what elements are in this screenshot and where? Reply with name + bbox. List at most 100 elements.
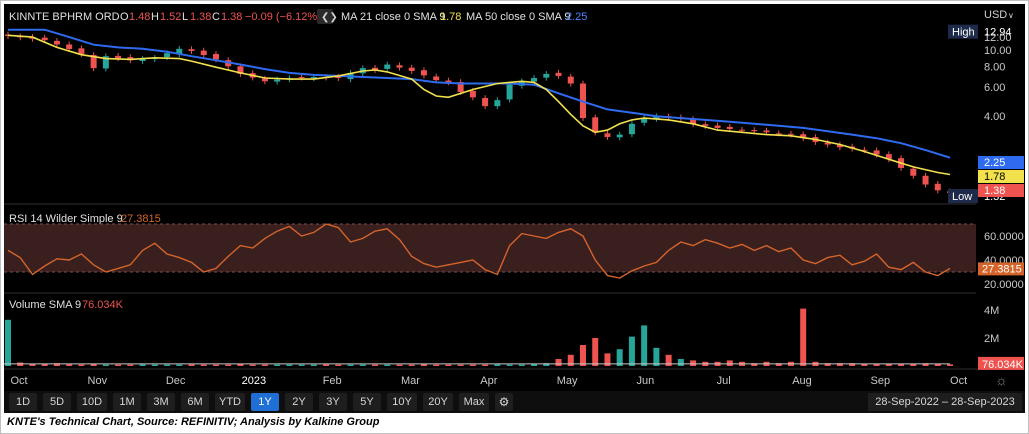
x-tick-label: 2023: [242, 375, 266, 387]
ma21-line: [7, 34, 951, 176]
candle-body: [824, 142, 831, 145]
volume-bar: [127, 364, 134, 366]
volume-bar: [78, 364, 85, 366]
candle-body: [372, 67, 379, 70]
ohlc-open-value: 1.48: [129, 11, 150, 23]
x-tick-label: Sep: [871, 375, 891, 387]
volume-bar: [5, 319, 11, 366]
currency-label: USD: [984, 9, 1007, 21]
range-button-1m[interactable]: 1M: [113, 393, 141, 411]
ohlc-low-value: 1.38: [190, 11, 211, 23]
last-value-tag: [978, 156, 1024, 169]
volume-bar: [212, 364, 219, 366]
candle-body: [800, 134, 807, 139]
range-button-ytd[interactable]: YTD: [215, 393, 245, 411]
candle-body: [212, 54, 219, 60]
x-tick-label: Jul: [717, 375, 731, 387]
rsi-band: [4, 224, 976, 272]
candle-body: [836, 144, 843, 148]
currency-dropdown-icon[interactable]: ∨: [1008, 11, 1014, 20]
volume-bar: [555, 359, 562, 366]
candle-body: [274, 79, 281, 82]
date-range-display[interactable]: 28-Sep-2022 – 28-Sep-2023: [868, 393, 1022, 411]
volume-y-tick-label: 4M: [984, 305, 999, 317]
candle-body: [445, 80, 452, 83]
volume-bar: [237, 363, 244, 366]
x-tick-label: Mar: [401, 375, 420, 387]
volume-bar: [726, 360, 733, 366]
ma21-label: MA 21 close 0 SMA 9: [341, 11, 446, 23]
volume-bar: [641, 325, 648, 366]
last-value-tag: [978, 184, 1024, 197]
range-button-1d[interactable]: 1D: [9, 393, 37, 411]
collapse-icon: ❮❯: [321, 12, 338, 23]
volume-bar: [139, 364, 146, 366]
volume-bar: [249, 364, 256, 366]
range-button-2y[interactable]: 2Y: [285, 393, 313, 411]
ohlc-change: −0.09 (−6.12%): [245, 11, 321, 23]
x-tick-label: Nov: [88, 375, 108, 387]
range-button-20y[interactable]: 20Y: [423, 393, 453, 411]
volume-bar: [677, 359, 684, 366]
range-button-10y[interactable]: 10Y: [387, 393, 417, 411]
volume-bar: [616, 349, 623, 366]
candle-body: [922, 175, 929, 185]
candle-body: [78, 48, 85, 54]
gear-icon[interactable]: ⚙: [495, 393, 513, 411]
range-button-5y[interactable]: 5Y: [353, 393, 381, 411]
range-button-5d[interactable]: 5D: [43, 393, 71, 411]
ohlc-low-label: L: [182, 11, 188, 23]
candle-body: [726, 126, 733, 129]
candle-body: [763, 130, 770, 133]
candle-body: [910, 168, 917, 176]
x-tick-label: May: [557, 375, 578, 387]
range-button-10d[interactable]: 10D: [77, 393, 107, 411]
volume-bar: [90, 363, 97, 366]
rsi-y-tick-label: 20.0000: [984, 279, 1024, 291]
range-button-1y[interactable]: 1Y: [251, 393, 279, 411]
candle-body: [102, 56, 109, 69]
volume-bar: [873, 363, 880, 366]
sun-icon[interactable]: ☼: [995, 372, 1008, 388]
volume-bar: [396, 364, 403, 366]
volume-bar: [543, 363, 550, 366]
high-marker-label: High: [952, 27, 975, 39]
volume-bar: [384, 364, 391, 366]
ohlc-high-label: H: [151, 11, 159, 23]
volume-bar: [934, 363, 941, 366]
volume-bar: [885, 363, 892, 366]
candle-body: [494, 100, 501, 107]
range-button-6m[interactable]: 6M: [181, 393, 209, 411]
volume-bar: [836, 363, 843, 366]
candle-body: [469, 90, 476, 98]
volume-bar: [531, 363, 538, 366]
collapse-button[interactable]: ❮❯: [317, 9, 338, 24]
candle-body: [861, 149, 868, 151]
candle-body: [408, 67, 415, 71]
low-marker-label: Low: [952, 191, 972, 203]
candle-body: [396, 65, 403, 68]
volume-bar: [604, 353, 611, 366]
volume-bar: [665, 354, 672, 366]
range-button-3m[interactable]: 3M: [147, 393, 175, 411]
volume-bar: [323, 364, 330, 366]
volume-bar: [800, 308, 807, 366]
rsi-last-tag-label: 27.3815: [982, 263, 1022, 275]
ma50-value: 2.25: [566, 11, 587, 23]
volume-bar: [592, 338, 599, 366]
volume-bar: [482, 364, 489, 366]
range-button-max[interactable]: Max: [459, 393, 489, 411]
candle-body: [200, 50, 207, 56]
volume-bar: [922, 363, 929, 366]
volume-bar: [274, 364, 281, 366]
chart-area[interactable]: KINNTE BPHRM ORD O 1.48 H 1.52 L 1.38 C …: [4, 4, 1025, 391]
last-value-tag-label: 2.25: [984, 157, 1005, 169]
candle-body: [457, 82, 464, 92]
candle-body: [5, 34, 11, 36]
volume-bar: [102, 364, 109, 366]
rsi-value: 27.3815: [121, 213, 161, 225]
ohlc-open-label: O: [120, 11, 129, 23]
volume-bar: [849, 363, 856, 366]
range-button-3y[interactable]: 3Y: [319, 393, 347, 411]
